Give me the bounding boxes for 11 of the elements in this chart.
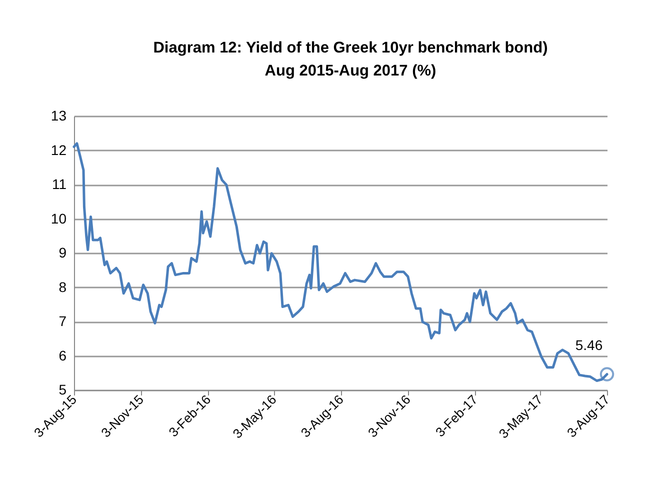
chart-title: Diagram 12: Yield of the Greek 10yr benchmark bond) Aug 2015-Aug 2017 (%) [153, 40, 548, 80]
annotation: 5.46 [575, 337, 603, 354]
y-tick-label: 11 [52, 176, 67, 192]
y-tick-label: 7 [58, 313, 67, 329]
y-tick-label: 13 [50, 108, 67, 124]
y-tick-label: 8 [58, 278, 67, 295]
y-tick-label: 9 [58, 244, 67, 260]
y-tick-label: 12 [50, 142, 67, 158]
y-tick-label: 10 [50, 210, 67, 226]
y-tick-label: 5 [58, 382, 67, 398]
y-tick-label: 6 [58, 347, 67, 364]
